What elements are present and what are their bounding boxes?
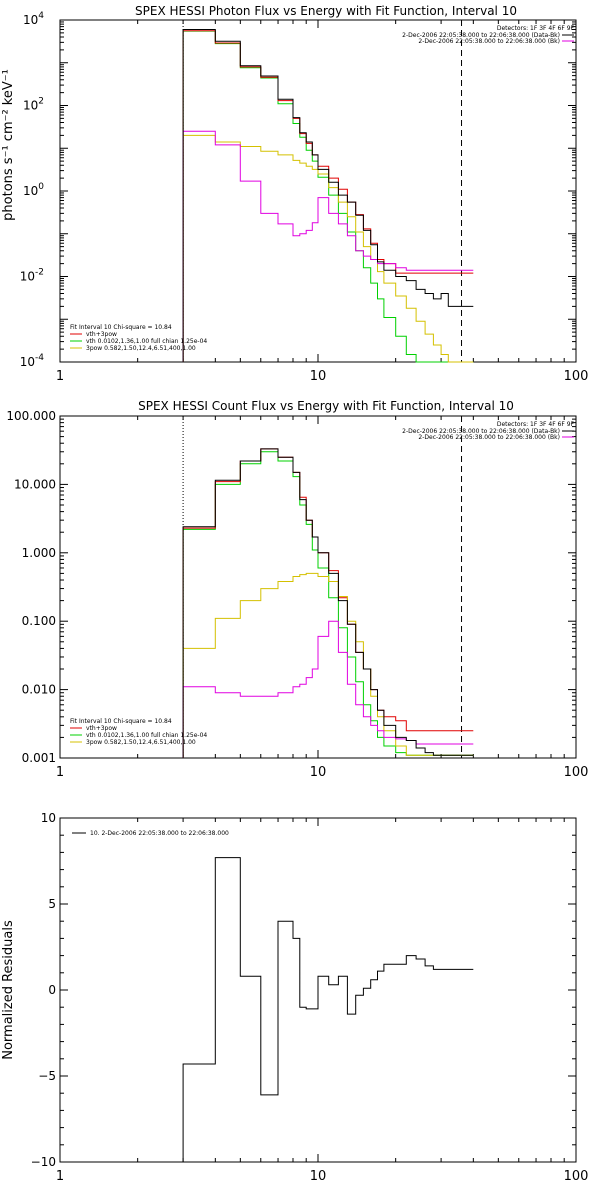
photon-panel-title: SPEX HESSI Photon Flux vs Energy with Fi… [135,4,517,18]
count-fit-entry: 3pow 0.582,1.50,12.4,6.51,400,1.00 [86,739,196,746]
photon-series [182,29,474,363]
count-fit-entry: vth 0.0102,1.36,1.00 full chian 1.25e-04 [86,732,207,739]
photon-y-ticks: 104 102 100 10-2 10-4 [20,11,576,369]
residuals-series [182,857,474,1162]
count-y-tick-label: 0.010 [22,683,56,697]
count-legend-entry: 2-Dec-2006 22:05:38.000 to 22:06:38.000 … [418,434,560,441]
count-plot-frame [59,415,577,759]
photon-legend-entry: 2-Dec-2006 22:05:38.000 to 22:06:38.000 … [418,38,560,45]
photon-series-line [182,130,474,362]
count-series-line [182,448,474,758]
residuals-y-axis-label: Normalized Residuals [1,920,16,1060]
photon-x-tick-label: 10 [310,369,327,384]
photon-flux-panel: SPEX HESSI Photon Flux vs Energy with Fi… [1,4,588,384]
count-legend-bottom: Fit Interval 10 Chi-square = 10.84 vth+3… [70,718,207,746]
count-series [182,448,474,758]
count-y-tick-label: 10.000 [14,477,56,491]
photon-fit-entry: 3pow 0.582,1.50,12.4,6.51,400,1.00 [86,345,196,352]
count-series-line [182,572,474,758]
photon-series-line [182,30,474,362]
photon-x-tick-label: 100 [564,369,589,384]
residuals-x-ticks: 1 10 100 [56,818,589,1184]
residuals-y-tick-label: 10 [41,811,56,825]
count-legend-entry: 2-Dec-2006 22:05:38.000 to 22:06:38.000 … [402,428,560,435]
count-y-tick-label: 1.000 [22,546,56,560]
count-x-ticks: 1 10 100 [56,416,589,780]
count-y-tick-label: 100.000 [6,409,56,423]
residuals-legend: 10. 2-Dec-2006 22:05:38.000 to 22:06:38.… [72,830,229,837]
residuals-y-tick-label: −10 [31,1155,56,1169]
photon-fit-entry: vth 0.0102,1.36,1.00 full chian 1.25e-04 [86,338,207,345]
residuals-y-ticks: 10 5 0 −5 −10 [31,811,576,1169]
count-y-tick-label: 0.001 [22,751,56,765]
count-series-line [182,451,474,758]
count-y-ticks: 100.000 10.000 1.000 0.100 0.010 0.001 [6,409,576,765]
count-legend-header: Detectors: 1F 3F 4F 6F 9F [497,421,575,428]
photon-y-tick-label: 102 [23,97,44,113]
count-flux-panel: SPEX HESSI Count Flux vs Energy with Fit… [6,399,588,780]
photon-y-tick-label: 10-4 [20,353,45,369]
residuals-y-tick-label: 0 [48,983,56,997]
count-legend-top: Detectors: 1F 3F 4F 6F 9F 2-Dec-2006 22:… [402,421,574,441]
residuals-panel: Normalized Residuals 1 10 100 10 5 0 −5 −10 10… [1,811,588,1184]
residuals-x-tick-label: 100 [564,1169,589,1184]
photon-plot-frame [59,19,577,363]
residuals-x-tick-label: 10 [310,1169,327,1184]
residuals-y-tick-label: 5 [48,897,56,911]
photon-legend-entry: 2-Dec-2006 22:05:38.000 to 22:06:38.000 … [402,32,560,39]
count-fit-header: Fit Interval 10 Chi-square = 10.84 [70,718,172,725]
photon-y-tick-label: 10-2 [20,268,44,284]
residuals-y-tick-label: −5 [38,1069,56,1083]
photon-fit-entry: vth+3pow [86,331,117,338]
count-vertical-markers [182,416,463,758]
photon-fit-header: Fit Interval 10 Chi-square = 10.84 [70,324,172,331]
residuals-legend-entry: 10. 2-Dec-2006 22:05:38.000 to 22:06:38.… [90,830,229,837]
photon-legend-header: Detectors: 1F 3F 4F 6F 9F [497,25,575,32]
photon-series-line [182,30,474,363]
count-x-tick-label: 100 [564,765,589,780]
count-x-tick-label: 1 [56,765,64,780]
residuals-series-line [182,857,474,1162]
photon-x-tick-label: 1 [56,369,64,384]
count-panel-title: SPEX HESSI Count Flux vs Energy with Fit… [138,399,514,413]
photon-y-tick-label: 100 [23,182,44,198]
photon-legend-bottom: Fit Interval 10 Chi-square = 10.84 vth+3… [70,324,207,352]
count-series-line [182,448,474,758]
residuals-x-tick-label: 1 [56,1169,64,1184]
photon-y-tick-label: 104 [23,11,44,27]
count-series-line [182,620,474,758]
photon-y-axis-label: photons s⁻¹ cm⁻² keV⁻¹ [1,69,16,221]
photon-series-line [182,29,474,362]
count-x-tick-label: 10 [310,765,327,780]
photon-series-line [182,134,474,363]
photon-legend-top: Detectors: 1F 3F 4F 6F 9F 2-Dec-2006 22:… [402,25,574,45]
photon-vertical-markers [182,20,463,362]
count-fit-entry: vth+3pow [86,725,117,732]
count-y-tick-label: 0.100 [22,614,56,628]
